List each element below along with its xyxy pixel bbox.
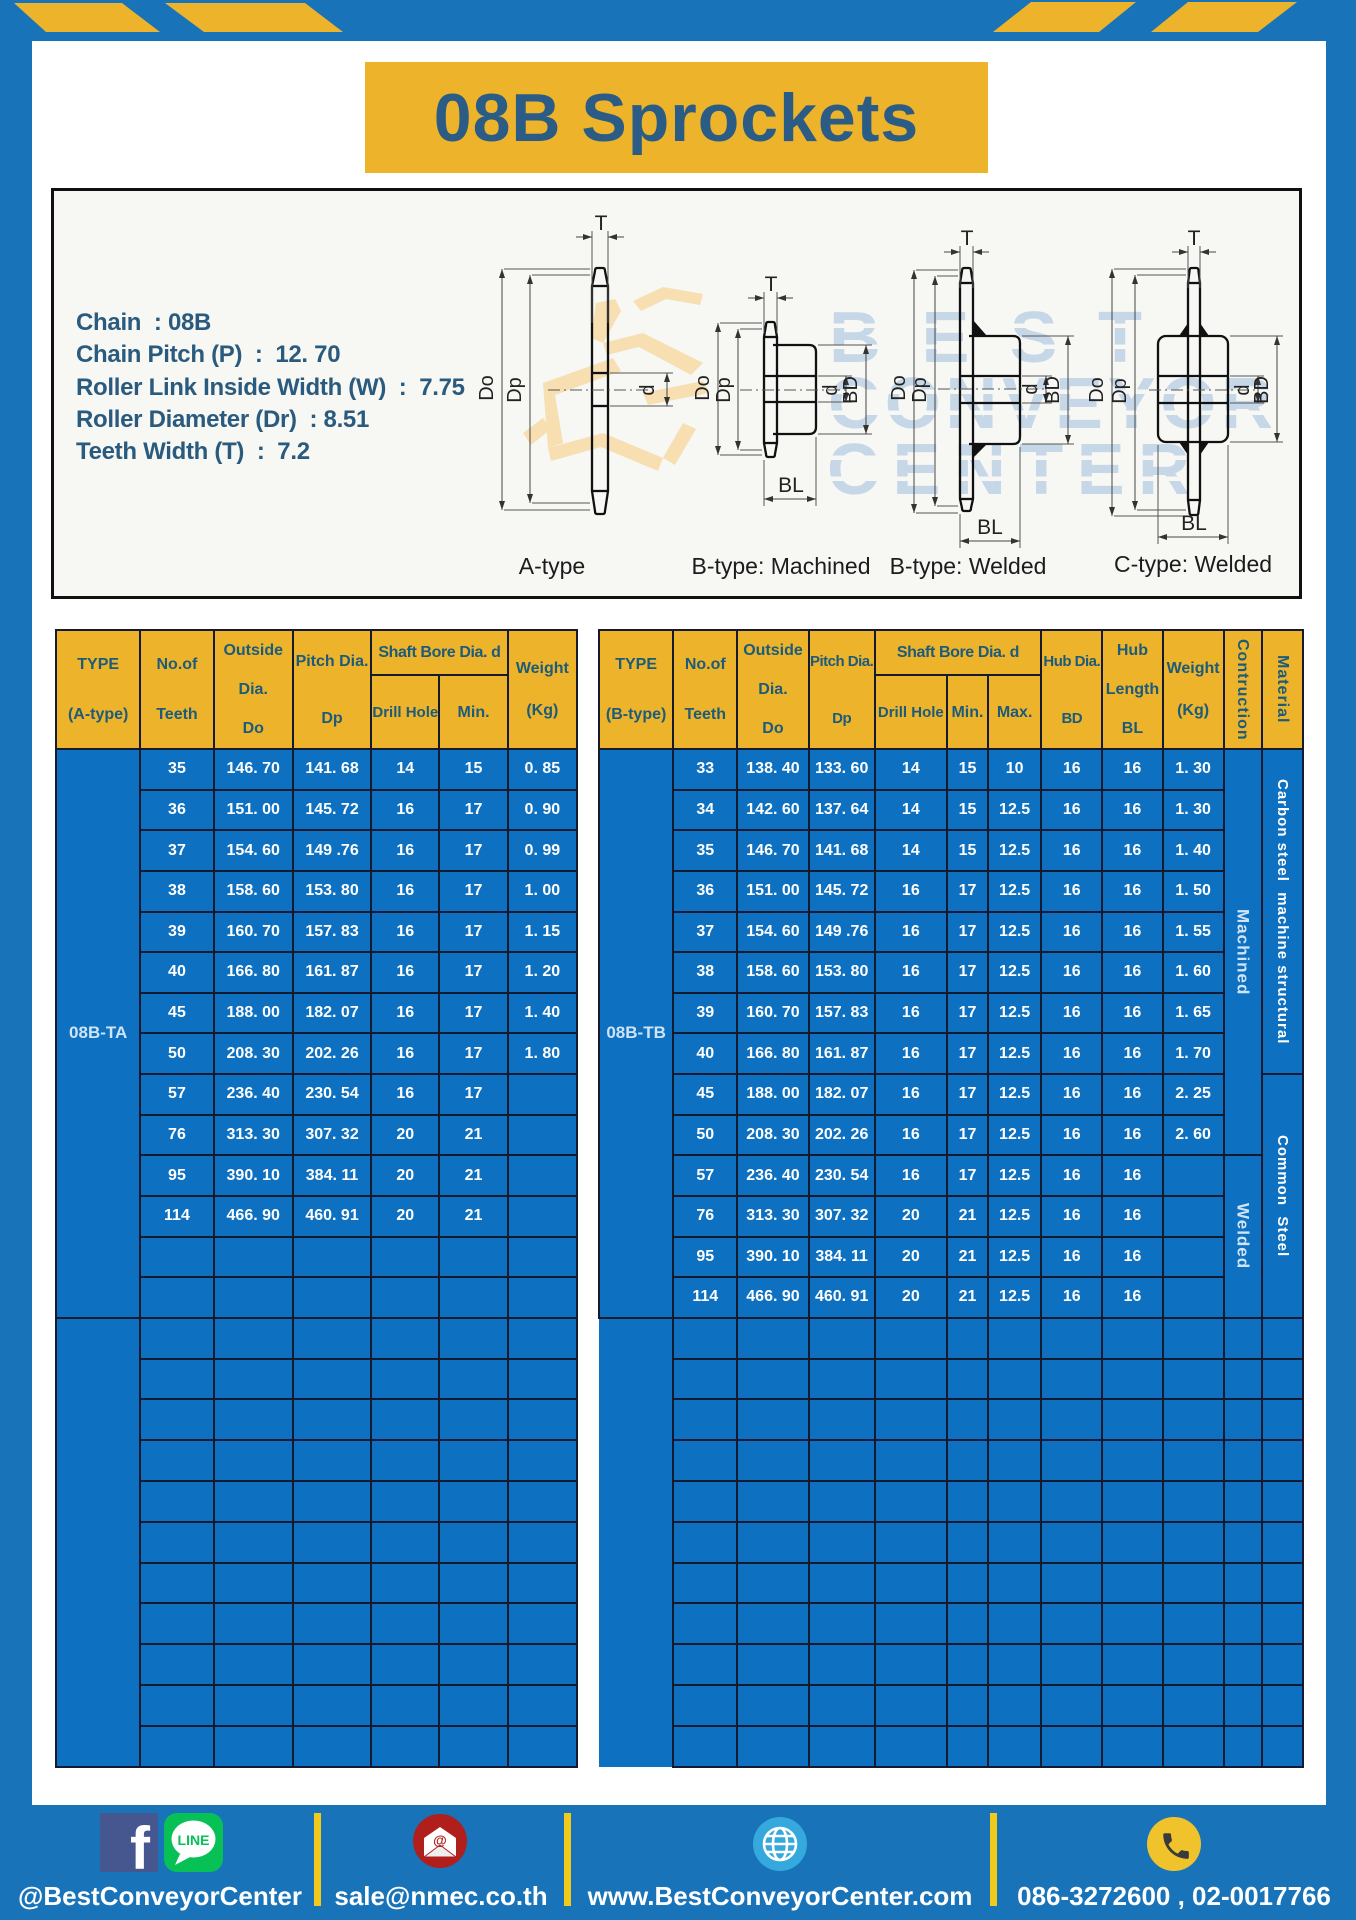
svg-text:d: d	[820, 384, 842, 395]
svg-text:C-type: Welded: C-type: Welded	[1114, 551, 1272, 577]
svg-text:B-type: Welded: B-type: Welded	[890, 553, 1047, 579]
svg-text:T: T	[1188, 227, 1201, 250]
svg-text:Dp: Dp	[1109, 378, 1131, 404]
svg-text:BL: BL	[977, 516, 1003, 539]
svg-text:BD: BD	[840, 376, 862, 404]
svg-text:BL: BL	[1181, 512, 1207, 535]
svg-text:@: @	[433, 1832, 447, 1848]
svg-text:Do: Do	[692, 375, 714, 401]
svg-text:Do: Do	[476, 375, 498, 401]
svg-text:A-type: A-type	[519, 553, 585, 579]
svg-text:Do: Do	[888, 375, 910, 401]
svg-text:Dp: Dp	[504, 377, 526, 403]
svg-text:f: f	[130, 1815, 151, 1882]
svg-text:d: d	[637, 384, 659, 395]
svg-text:T: T	[961, 227, 974, 250]
svg-text:d: d	[1232, 384, 1254, 395]
svg-text:BD: BD	[1251, 376, 1273, 404]
svg-text:BD: BD	[1042, 376, 1064, 404]
svg-text:Dp: Dp	[713, 377, 735, 403]
svg-text:Do: Do	[1086, 377, 1108, 403]
svg-text:BL: BL	[778, 474, 804, 497]
svg-text:Dp: Dp	[909, 377, 931, 403]
svg-text:T: T	[765, 273, 778, 296]
svg-text:B-type: Machined: B-type: Machined	[692, 553, 871, 579]
svg-text:LINE: LINE	[178, 1832, 210, 1848]
svg-text:T: T	[595, 212, 608, 235]
svg-text:d: d	[1020, 383, 1042, 394]
